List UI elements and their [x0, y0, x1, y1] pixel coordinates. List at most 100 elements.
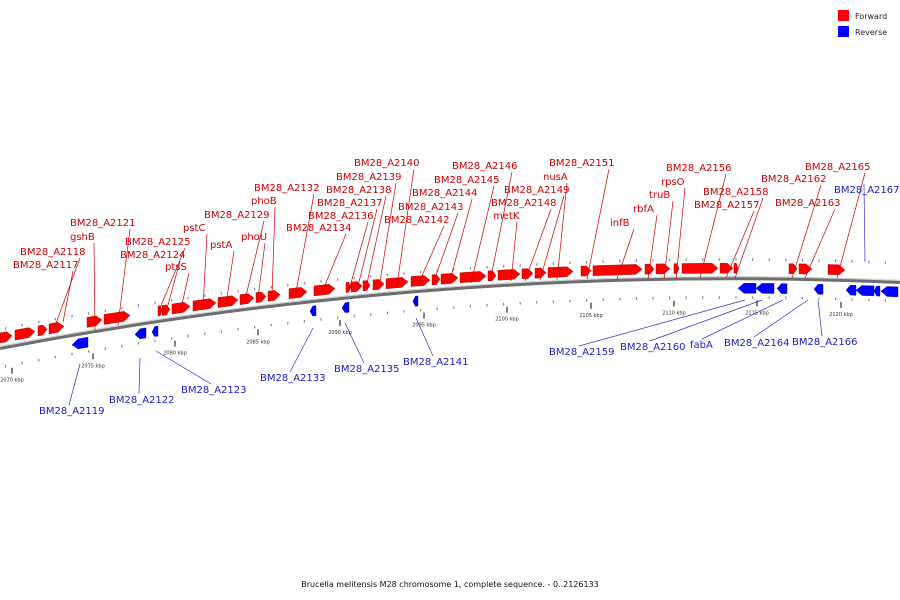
gene-label-bm28-a2162[interactable]: BM28_A2162 [761, 174, 827, 185]
gene-label-bm28-a2145[interactable]: BM28_A2145 [434, 175, 500, 186]
forward-gene-glyph[interactable] [497, 269, 521, 281]
forward-gene-glyph[interactable] [681, 263, 719, 274]
gene-label-bm28-a2148[interactable]: BM28_A2148 [491, 198, 557, 209]
reverse-gene-glyph[interactable] [151, 325, 159, 337]
gene-label-bm28-a2158[interactable]: BM28_A2158 [703, 187, 769, 198]
forward-gene-glyph[interactable] [48, 322, 65, 335]
gene-label-bm28-a2123[interactable]: BM28_A2123 [181, 385, 247, 396]
forward-gene-glyph[interactable] [487, 270, 497, 282]
forward-gene-glyph[interactable] [410, 275, 431, 287]
gene-label-bm28-a2138[interactable]: BM28_A2138 [326, 185, 392, 196]
gene-label-bm28-a2146[interactable]: BM28_A2146 [452, 161, 518, 172]
forward-gene-glyph[interactable] [788, 263, 798, 274]
reverse-gene-glyph[interactable] [845, 284, 857, 296]
forward-gene-glyph[interactable] [440, 273, 459, 285]
forward-gene-glyph[interactable] [86, 315, 103, 328]
gene-label-bm28-a2159[interactable]: BM28_A2159 [549, 347, 615, 358]
forward-gene-glyph[interactable] [580, 265, 592, 277]
gene-label-bm28-a2117[interactable]: BM28_A2117 [13, 260, 79, 271]
gene-label-bm28-a2134[interactable]: BM28_A2134 [286, 223, 352, 234]
reverse-gene-glyph[interactable] [737, 283, 757, 294]
forward-gene-glyph[interactable] [827, 264, 846, 275]
gene-label-bm28-a2140[interactable]: BM28_A2140 [354, 158, 420, 169]
reverse-gene-glyph[interactable] [813, 284, 824, 295]
gene-label-bm28-a2124[interactable]: BM28_A2124 [120, 250, 186, 261]
gene-label-pstc[interactable]: pstC [183, 223, 205, 234]
gene-label-bm28-a2133[interactable]: BM28_A2133 [260, 373, 326, 384]
gene-label-bm28-a2160[interactable]: BM28_A2160 [620, 342, 686, 353]
forward-gene-glyph[interactable] [345, 282, 352, 293]
gene-label-bm28-a2122[interactable]: BM28_A2122 [109, 395, 175, 406]
gene-label-bm28-a2129[interactable]: BM28_A2129 [204, 210, 270, 221]
reverse-gene-glyph[interactable] [855, 285, 875, 297]
forward-gene-glyph[interactable] [673, 263, 680, 274]
gene-label-bm28-a2166[interactable]: BM28_A2166 [792, 337, 858, 348]
gene-label-rpso[interactable]: rpsO [661, 177, 685, 188]
forward-gene-glyph[interactable] [431, 274, 441, 286]
forward-gene-glyph[interactable] [157, 305, 163, 317]
reverse-gene-glyph[interactable] [880, 286, 899, 298]
reverse-gene-glyph[interactable] [412, 295, 419, 307]
forward-gene-glyph[interactable] [733, 263, 739, 274]
forward-gene-glyph[interactable] [14, 327, 36, 341]
gene-label-bm28-a2119[interactable]: BM28_A2119 [39, 406, 105, 417]
gene-label-bm28-a2118[interactable]: BM28_A2118 [20, 247, 86, 258]
gene-label-bm28-a2142[interactable]: BM28_A2142 [384, 215, 450, 226]
forward-gene-glyph[interactable] [255, 291, 267, 303]
gene-label-bm28-a2132[interactable]: BM28_A2132 [254, 183, 320, 194]
gene-label-bm28-a2164[interactable]: BM28_A2164 [724, 338, 790, 349]
gene-label-bm28-a2163[interactable]: BM28_A2163 [775, 198, 841, 209]
gene-label-bm28-a2151[interactable]: BM28_A2151 [549, 158, 615, 169]
forward-gene-glyph[interactable] [161, 304, 171, 316]
forward-gene-glyph[interactable] [37, 324, 48, 337]
reverse-gene-glyph[interactable] [776, 283, 788, 294]
forward-gene-glyph[interactable] [534, 267, 547, 279]
gene-label-bm28-a2156[interactable]: BM28_A2156 [666, 163, 732, 174]
gene-label-bm28-a2143[interactable]: BM28_A2143 [398, 202, 464, 213]
gene-label-metk[interactable]: metK [493, 211, 520, 222]
forward-gene-glyph[interactable] [459, 271, 487, 283]
gene-label-nusa[interactable]: nusA [543, 172, 568, 183]
forward-gene-glyph[interactable] [103, 311, 131, 325]
forward-gene-glyph[interactable] [313, 284, 336, 297]
reverse-gene-glyph[interactable] [71, 336, 89, 350]
forward-gene-glyph[interactable] [239, 293, 255, 305]
gene-label-bm28-a2157[interactable]: BM28_A2157 [694, 200, 760, 211]
gene-label-gshb[interactable]: gshB [70, 232, 95, 243]
forward-gene-glyph[interactable] [719, 263, 734, 274]
gene-label-bm28-a2135[interactable]: BM28_A2135 [334, 364, 400, 375]
forward-gene-glyph[interactable] [0, 331, 13, 344]
gene-label-bm28-a2125[interactable]: BM28_A2125 [125, 237, 191, 248]
reverse-gene-glyph[interactable] [755, 283, 775, 294]
gene-label-bm28-a2149[interactable]: BM28_A2149 [504, 185, 570, 196]
gene-label-bm28-a2137[interactable]: BM28_A2137 [317, 198, 383, 209]
gene-label-phou[interactable]: phoU [241, 232, 267, 243]
gene-label-bm28-a2167[interactable]: BM28_A2167 [834, 185, 900, 196]
reverse-gene-glyph[interactable] [341, 302, 350, 313]
gene-label-bm28-a2121[interactable]: BM28_A2121 [70, 218, 136, 229]
gene-label-trub[interactable]: truB [649, 190, 670, 201]
reverse-gene-glyph[interactable] [309, 305, 317, 317]
gene-label-rbfa[interactable]: rbfA [633, 204, 654, 215]
gene-label-bm28-a2136[interactable]: BM28_A2136 [308, 211, 374, 222]
forward-gene-glyph[interactable] [655, 263, 671, 275]
gene-label-ptss[interactable]: ptsS [165, 262, 187, 273]
gene-label-bm28-a2141[interactable]: BM28_A2141 [403, 357, 469, 368]
forward-gene-glyph[interactable] [798, 263, 813, 275]
gene-label-psta[interactable]: pstA [210, 240, 232, 251]
gene-label-bm28-a2165[interactable]: BM28_A2165 [805, 162, 871, 173]
forward-gene-glyph[interactable] [267, 290, 281, 302]
gene-label-bm28-a2144[interactable]: BM28_A2144 [412, 188, 478, 199]
gene-label-bm28-a2139[interactable]: BM28_A2139 [336, 172, 402, 183]
forward-gene-glyph[interactable] [288, 287, 308, 299]
forward-gene-glyph[interactable] [592, 264, 643, 276]
gene-label-infb[interactable]: infB [610, 218, 630, 229]
reverse-gene-glyph[interactable] [134, 327, 147, 340]
forward-gene-glyph[interactable] [217, 295, 239, 308]
forward-gene-glyph[interactable] [547, 266, 574, 278]
forward-gene-glyph[interactable] [350, 281, 363, 293]
forward-gene-glyph[interactable] [372, 279, 385, 291]
reverse-gene-glyph[interactable] [873, 285, 881, 297]
forward-gene-glyph[interactable] [192, 298, 217, 312]
gene-label-phob[interactable]: phoB [251, 196, 277, 207]
